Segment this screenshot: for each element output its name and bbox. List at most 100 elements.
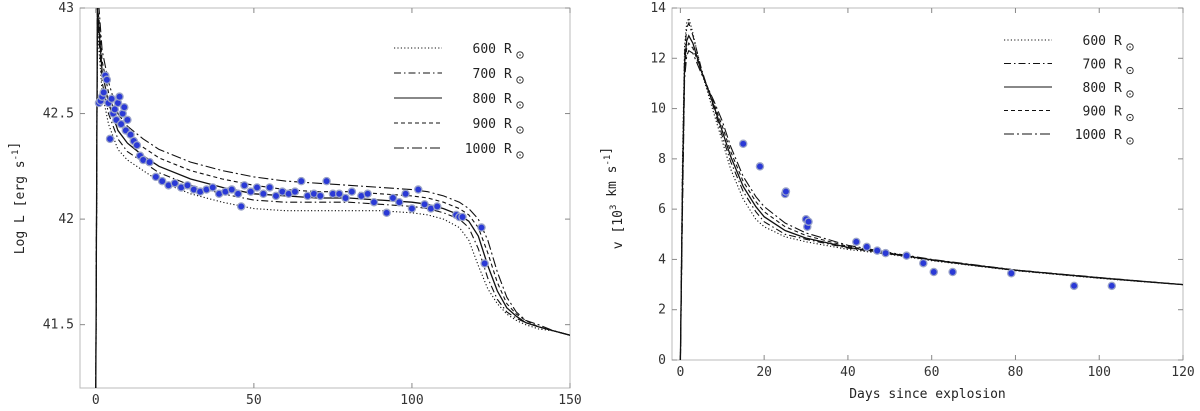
data-point [738,139,748,149]
legend-unit: R [504,117,512,132]
sun-symbol-icon [516,101,524,109]
sun-symbol-dot [1129,69,1131,72]
legend-label-1000: 1000 [1075,128,1106,143]
y-tick-label: 6 [658,202,666,217]
series-line-800 [679,34,1183,360]
sun-symbol-icon [1126,66,1134,75]
legend-unit: R [504,142,512,157]
data-point [227,185,236,194]
data-point [120,102,129,112]
legend-unit: R [504,67,512,82]
legend-label-700: 700 [473,67,496,82]
data-point [105,134,115,144]
legend-label-1000: 1000 [465,142,496,157]
data-point [107,94,116,104]
y-tick-label: 12 [650,51,666,66]
x-tick-label: 100 [400,393,423,408]
data-point [929,267,939,277]
y-tick-label: 8 [658,152,666,167]
data-point [297,176,306,186]
sun-symbol-dot [1129,116,1131,119]
data-point [420,200,429,209]
data-point [414,185,423,194]
data-point [407,204,417,213]
plot-frame [79,7,571,389]
sun-symbol-dot [1129,140,1131,142]
sun-symbol-icon [1126,137,1134,145]
y-tick-label: 2 [658,303,666,318]
data-point [948,267,957,277]
sun-symbol-dot [1129,93,1131,95]
data-point [271,191,281,201]
data-point [388,193,398,203]
data-point [369,197,379,207]
y-axis-label: Log L [erg s-1] [7,142,28,255]
series-line-900 [679,42,1183,360]
legend-unit: R [504,42,512,57]
sun-symbol-dot [519,79,521,81]
sun-symbol-dot [1129,46,1131,48]
data-point [265,183,274,192]
legend-unit: R [1114,81,1122,96]
data-point [432,202,442,211]
sun-symbol-dot [519,129,521,131]
data-point [316,191,325,201]
sun-symbol-icon [1126,113,1134,122]
sun-symbol-dot [519,154,521,156]
legend: 600 R 700 R 800 R 900 R 1000 R [394,42,524,159]
data-point [236,202,246,211]
data-point [480,259,489,268]
y-tick-label: 41.5 [43,318,74,333]
data-point [151,172,161,182]
legend-label-700: 700 [1083,58,1106,73]
data-point [382,208,391,218]
x-tick-label: 80 [1008,365,1024,380]
y-tick-label: 4 [658,252,666,267]
series-line-600 [95,29,570,388]
data-point [395,197,404,207]
sun-symbol-dot [519,104,521,106]
data-point [102,75,112,85]
data-point [1069,281,1079,291]
series-line-1000 [679,49,1183,360]
series-line-700 [95,18,570,388]
data-point [862,242,872,252]
x-tick-label: 120 [1171,365,1194,380]
data-point [477,223,486,232]
data-point [322,176,331,186]
series-line-600 [679,16,1183,360]
x-tick-label: 40 [840,365,856,380]
legend-label-900: 900 [473,117,496,132]
y-tick-label: 14 [650,1,666,16]
data-point [919,258,928,268]
data-point [123,115,132,125]
data-point [347,187,357,196]
data-point [341,193,350,203]
panel-velocity: 0 20 40 60 80 100 120 0 2 4 6 8 10 12 14 Days since exp… [599,1,1195,402]
data-point [290,187,300,196]
y-tick-label: 10 [650,102,666,117]
data-point [132,140,142,150]
y-axis-label: v [103 km s-1] [599,147,626,249]
data-point [1007,269,1016,278]
legend-label-800: 800 [1083,81,1106,96]
legend-unit: R [1114,58,1122,73]
data-point [246,187,255,196]
data-point [1107,281,1117,291]
legend-label-600: 600 [1083,34,1106,49]
data-point [363,189,372,199]
data-point [852,237,861,247]
x-tick-label: 0 [92,393,100,408]
sun-symbol-icon [516,76,524,84]
data-point [240,181,249,190]
data-point [902,251,911,260]
data-point [781,187,791,196]
sun-symbol-icon [516,126,524,134]
data-point [208,183,218,192]
data-point [99,88,108,97]
series-line-1000 [95,8,570,388]
x-tick-label: 150 [558,393,581,408]
x-tick-label: 100 [1087,365,1110,380]
legend-unit: R [1114,128,1122,143]
